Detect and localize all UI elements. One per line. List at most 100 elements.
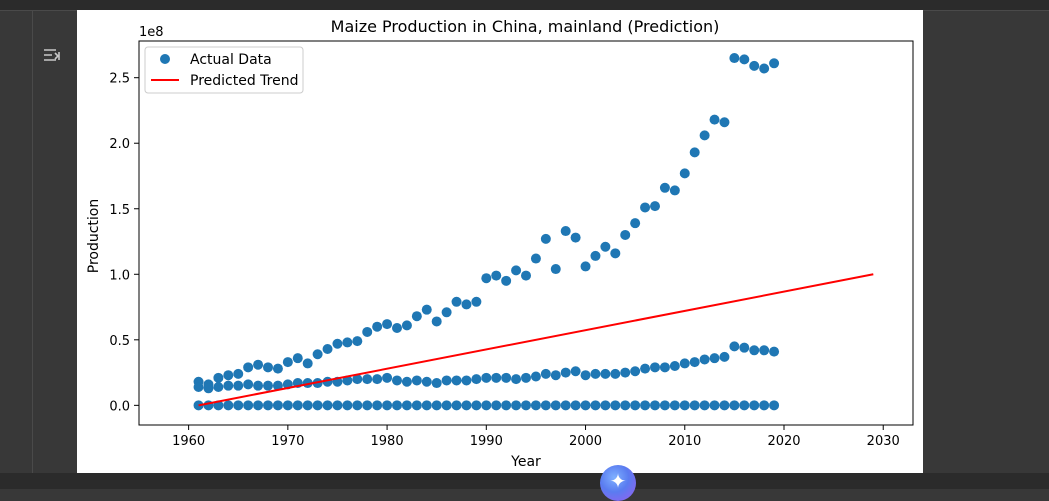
- data-point: [550, 400, 561, 411]
- output-toggle-icon[interactable]: [42, 46, 62, 66]
- data-point: [372, 400, 383, 411]
- y-tick-label: 0.0: [109, 399, 130, 414]
- data-point: [372, 374, 383, 385]
- data-point: [511, 265, 522, 276]
- data-point: [540, 400, 551, 411]
- data-point: [600, 400, 611, 411]
- data-point: [511, 374, 522, 385]
- data-point: [431, 316, 442, 327]
- data-point: [719, 351, 730, 362]
- data-point: [243, 400, 254, 411]
- ai-assistant-button[interactable]: ✦: [600, 465, 636, 501]
- data-point: [243, 362, 254, 373]
- x-tick-label: 1960: [172, 434, 205, 449]
- data-point: [372, 321, 383, 332]
- cell-gutter: [0, 10, 33, 473]
- data-point: [749, 400, 760, 411]
- data-point: [342, 400, 353, 411]
- y-tick-label: 0.5: [109, 334, 130, 349]
- legend: Actual Data Predicted Trend: [144, 46, 304, 94]
- data-point: [719, 117, 730, 128]
- data-point: [213, 372, 224, 383]
- data-point: [352, 400, 363, 411]
- data-point: [610, 248, 621, 259]
- data-point: [610, 400, 621, 411]
- data-point: [600, 368, 611, 379]
- data-point: [233, 380, 244, 391]
- data-point: [471, 296, 482, 307]
- data-point: [233, 368, 244, 379]
- data-point: [451, 400, 462, 411]
- bottom-bar: [0, 473, 1049, 489]
- data-point: [659, 182, 670, 193]
- data-point: [272, 400, 283, 411]
- data-point: [471, 400, 482, 411]
- data-point: [650, 362, 660, 373]
- x-tick-label: 1990: [470, 434, 503, 449]
- data-point: [431, 400, 442, 411]
- data-point: [392, 375, 402, 386]
- data-point: [759, 400, 770, 411]
- data-point: [272, 363, 283, 374]
- data-point: [769, 58, 780, 69]
- legend-marker-actual: [160, 54, 170, 64]
- data-point: [461, 400, 472, 411]
- data-point: [263, 362, 273, 373]
- data-point: [312, 349, 323, 360]
- data-point: [659, 362, 670, 373]
- chart-figure: Maize Production in China, mainland (Pre…: [77, 10, 923, 473]
- data-point: [729, 400, 740, 411]
- data-point: [501, 275, 512, 286]
- data-point: [401, 376, 412, 387]
- data-point: [352, 336, 363, 347]
- data-point: [441, 375, 452, 386]
- data-point: [610, 368, 621, 379]
- data-point: [620, 367, 631, 378]
- data-point: [193, 381, 204, 392]
- data-point: [769, 346, 780, 357]
- data-point: [481, 273, 492, 284]
- data-point: [451, 375, 462, 386]
- plot-area: [138, 40, 914, 426]
- data-point: [461, 299, 472, 310]
- data-point: [392, 323, 402, 334]
- data-point: [223, 380, 234, 391]
- data-point: [530, 371, 541, 382]
- y-tick-label: 1.0: [109, 268, 130, 283]
- data-point: [322, 400, 333, 411]
- data-point: [669, 185, 680, 196]
- data-point: [342, 337, 353, 348]
- data-point: [679, 400, 690, 411]
- data-point: [550, 264, 561, 275]
- data-point: [521, 400, 531, 411]
- data-point: [253, 400, 264, 411]
- data-point: [441, 400, 452, 411]
- y-tick-label: 2.0: [109, 137, 130, 152]
- data-point: [332, 400, 343, 411]
- data-point: [620, 400, 631, 411]
- data-point: [749, 345, 760, 356]
- y-tick-label: 2.5: [109, 72, 130, 87]
- data-point: [411, 375, 422, 386]
- data-point: [679, 168, 690, 179]
- data-point: [679, 358, 690, 369]
- data-point: [292, 400, 303, 411]
- data-point: [739, 400, 750, 411]
- data-point: [421, 304, 432, 315]
- data-point: [560, 367, 571, 378]
- data-point: [759, 63, 770, 74]
- data-point: [560, 226, 571, 237]
- data-point: [223, 370, 234, 381]
- data-point: [352, 374, 363, 385]
- data-point: [501, 400, 512, 411]
- data-point: [282, 400, 293, 411]
- data-point: [332, 338, 343, 349]
- data-point: [411, 311, 422, 322]
- data-point: [362, 400, 373, 411]
- data-point: [580, 400, 591, 411]
- x-tick-label: 2000: [569, 434, 602, 449]
- data-point: [719, 400, 730, 411]
- data-point: [640, 363, 651, 374]
- x-axis-label: Year: [510, 454, 541, 470]
- data-point: [253, 380, 264, 391]
